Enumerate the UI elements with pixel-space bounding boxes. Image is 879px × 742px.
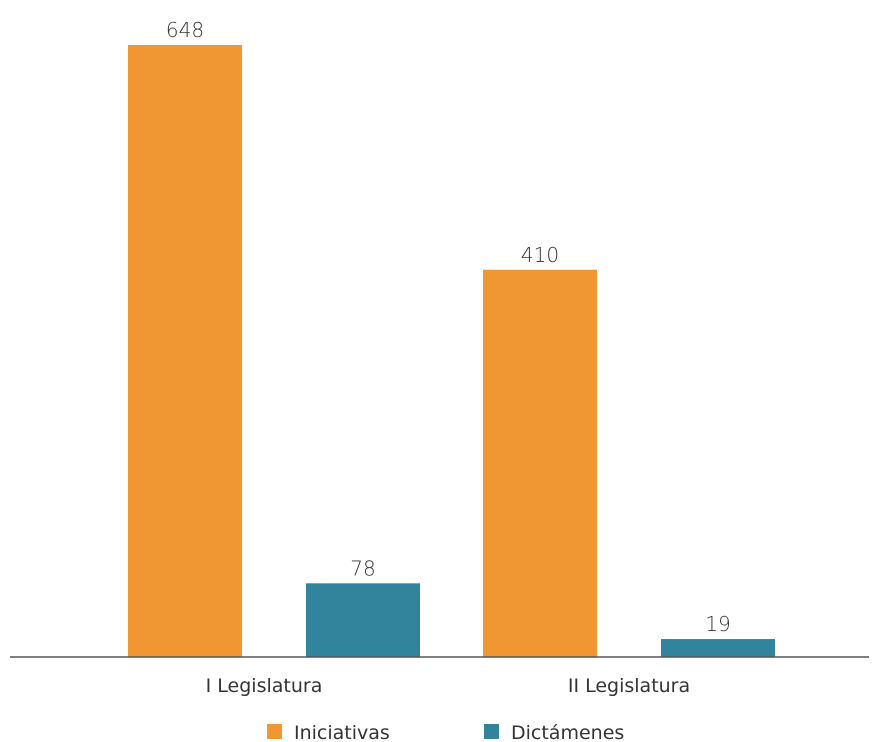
value-label-iniciativas-ii-legislatura: 410 (521, 243, 559, 267)
value-labels-layer: 648 410 78 19 (166, 18, 731, 636)
bar-iniciativas-ii-legislatura (483, 269, 597, 657)
legend-swatch-dictamenes (484, 724, 499, 739)
legend-label-dictamenes: Dictámenes (511, 722, 624, 742)
value-label-iniciativas-i-legislatura: 648 (166, 18, 204, 42)
legend-swatch-iniciativas (267, 724, 282, 739)
value-label-dictamenes-i-legislatura: 78 (350, 556, 375, 580)
category-label-ii-legislatura: II Legislatura (568, 675, 690, 697)
category-label-i-legislatura: I Legislatura (206, 675, 323, 697)
legend-label-iniciativas: Iniciativas (294, 722, 390, 742)
bar-dictamenes-i-legislatura (306, 583, 420, 657)
bar-iniciativas-i-legislatura (128, 45, 242, 657)
value-label-dictamenes-ii-legislatura: 19 (705, 612, 730, 636)
category-labels-layer: I Legislatura II Legislatura (206, 675, 691, 697)
legend: Iniciativas Dictámenes (267, 722, 624, 742)
bars-layer (128, 45, 775, 657)
bar-dictamenes-ii-legislatura (661, 639, 775, 657)
